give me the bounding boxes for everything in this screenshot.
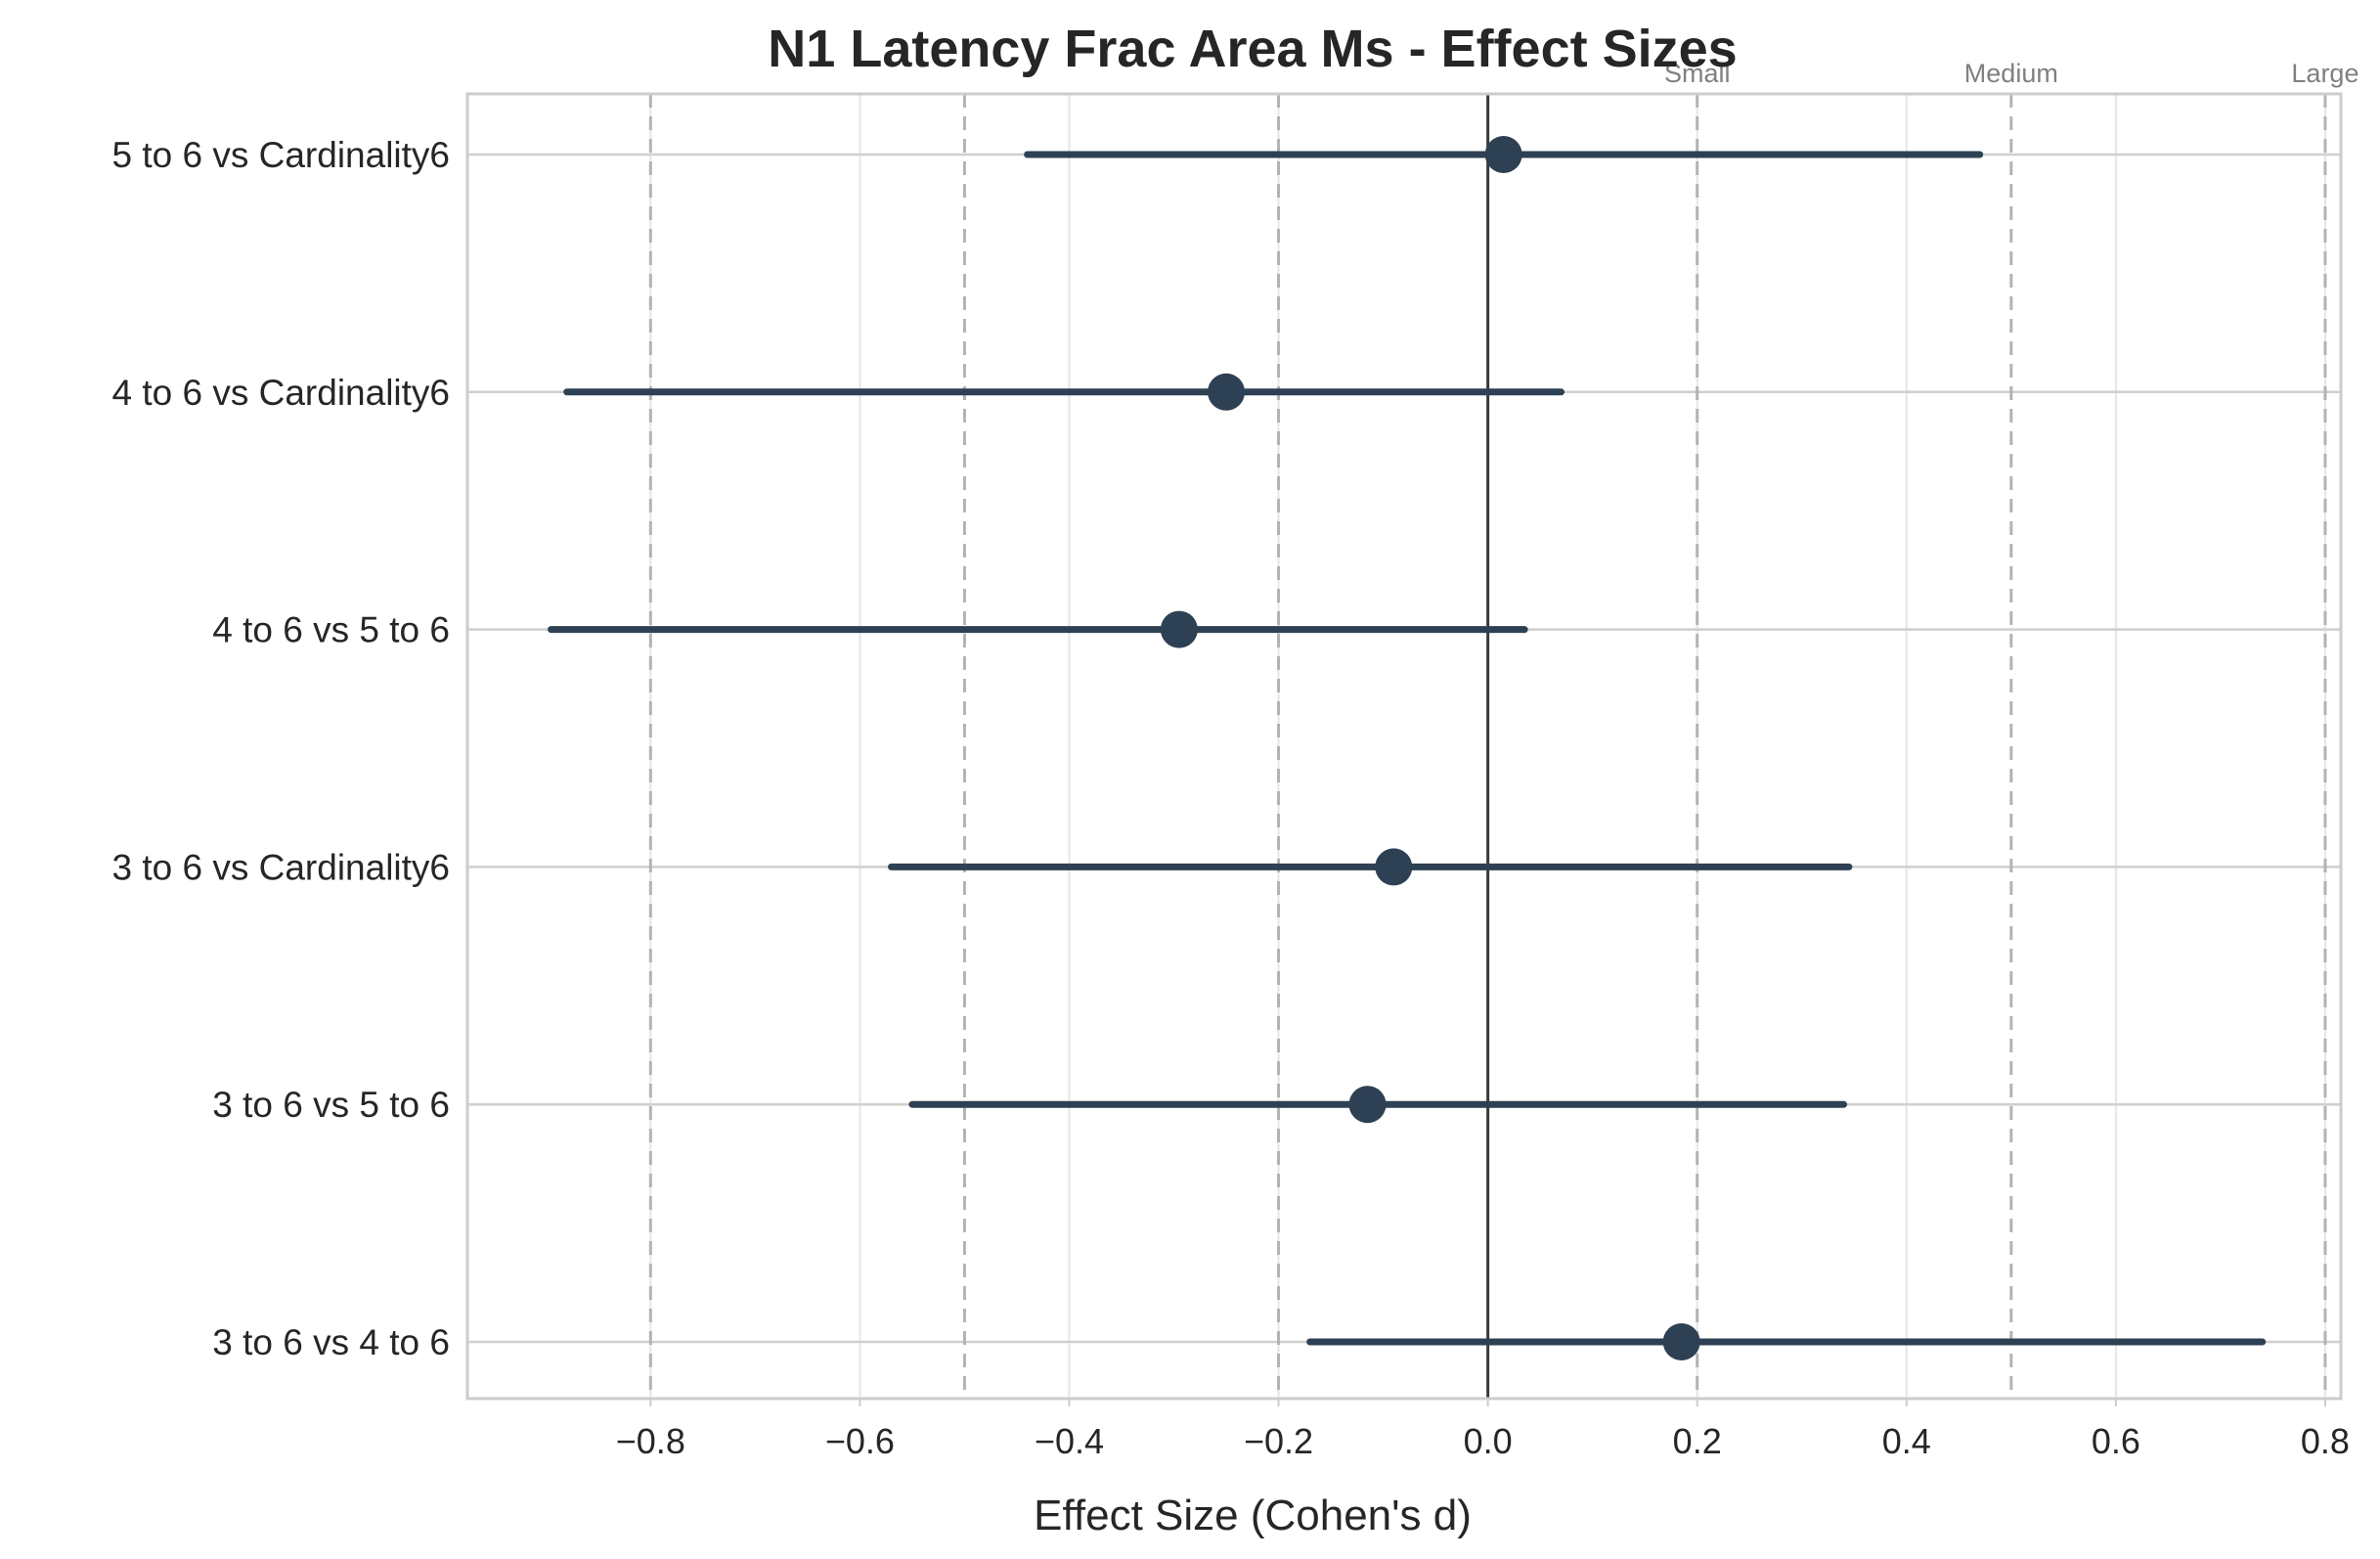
x-axis-label: Effect Size (Cohen's d) bbox=[1034, 1492, 1472, 1539]
reference-label-small: Small bbox=[1664, 59, 1731, 88]
reference-label-large: Large bbox=[2291, 59, 2358, 88]
row-label-1: 4 to 6 vs Cardinality6 bbox=[111, 373, 450, 413]
plot-frame bbox=[465, 92, 2343, 1401]
effect-point-2 bbox=[1160, 610, 1198, 648]
effect-point-5 bbox=[1662, 1323, 1700, 1360]
chart-title: N1 Latency Frac Area Ms - Effect Sizes bbox=[768, 20, 1737, 78]
y-category-labels: 5 to 6 vs Cardinality6 4 to 6 vs Cardinal… bbox=[111, 135, 450, 1362]
effect-point-4 bbox=[1348, 1086, 1387, 1124]
reference-lines bbox=[648, 94, 2327, 1399]
row-label-5: 3 to 6 vs 4 to 6 bbox=[212, 1322, 450, 1362]
x-tick-label-3: −0.2 bbox=[1244, 1421, 1313, 1461]
row-label-2: 4 to 6 vs 5 to 6 bbox=[212, 610, 450, 650]
x-tick-label-2: −0.4 bbox=[1035, 1421, 1104, 1461]
effect-point-3 bbox=[1375, 848, 1413, 886]
x-tick-label-1: −0.6 bbox=[825, 1421, 895, 1461]
x-tick-label-4: 0.0 bbox=[1464, 1421, 1513, 1461]
reference-line-labels: Small Medium Large bbox=[1664, 59, 2359, 88]
x-tick-label-6: 0.4 bbox=[1882, 1421, 1931, 1461]
x-tick-labels: −0.8 −0.6 −0.4 −0.2 0.0 0.2 0.4 0.6 0.8 bbox=[616, 1399, 2350, 1461]
reference-label-medium: Medium bbox=[1964, 59, 2058, 88]
x-tick-label-5: 0.2 bbox=[1673, 1421, 1722, 1461]
x-tick-label-0: −0.8 bbox=[616, 1421, 685, 1461]
x-tick-label-8: 0.8 bbox=[2301, 1421, 2350, 1461]
effect-point-1 bbox=[1208, 373, 1246, 411]
row-label-3: 3 to 6 vs Cardinality6 bbox=[111, 847, 450, 887]
effect-point-0 bbox=[1484, 136, 1522, 173]
data-marks bbox=[548, 136, 2267, 1360]
row-label-4: 3 to 6 vs 5 to 6 bbox=[212, 1085, 450, 1125]
row-label-0: 5 to 6 vs Cardinality6 bbox=[111, 135, 450, 175]
x-tick-label-7: 0.6 bbox=[2092, 1421, 2140, 1461]
